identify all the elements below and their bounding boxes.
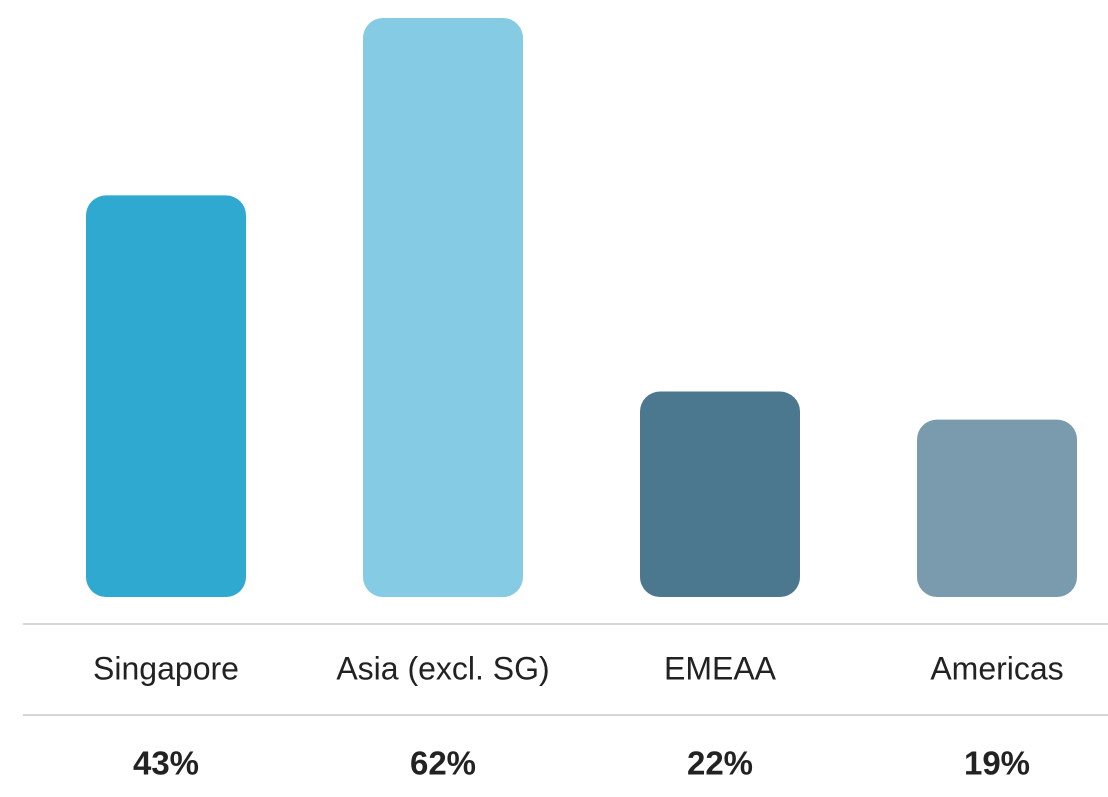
bar — [363, 18, 523, 597]
value-label: 43% — [133, 745, 199, 782]
value-label: 19% — [964, 745, 1030, 782]
bar — [640, 391, 800, 597]
category-label: Asia (excl. SG) — [336, 650, 549, 686]
value-label: 22% — [687, 745, 753, 782]
bar — [917, 419, 1077, 597]
bar — [86, 195, 246, 597]
category-label: EMEAA — [664, 650, 777, 686]
value-label: 62% — [410, 745, 476, 782]
category-label: Americas — [930, 650, 1063, 686]
category-label: Singapore — [93, 650, 239, 686]
